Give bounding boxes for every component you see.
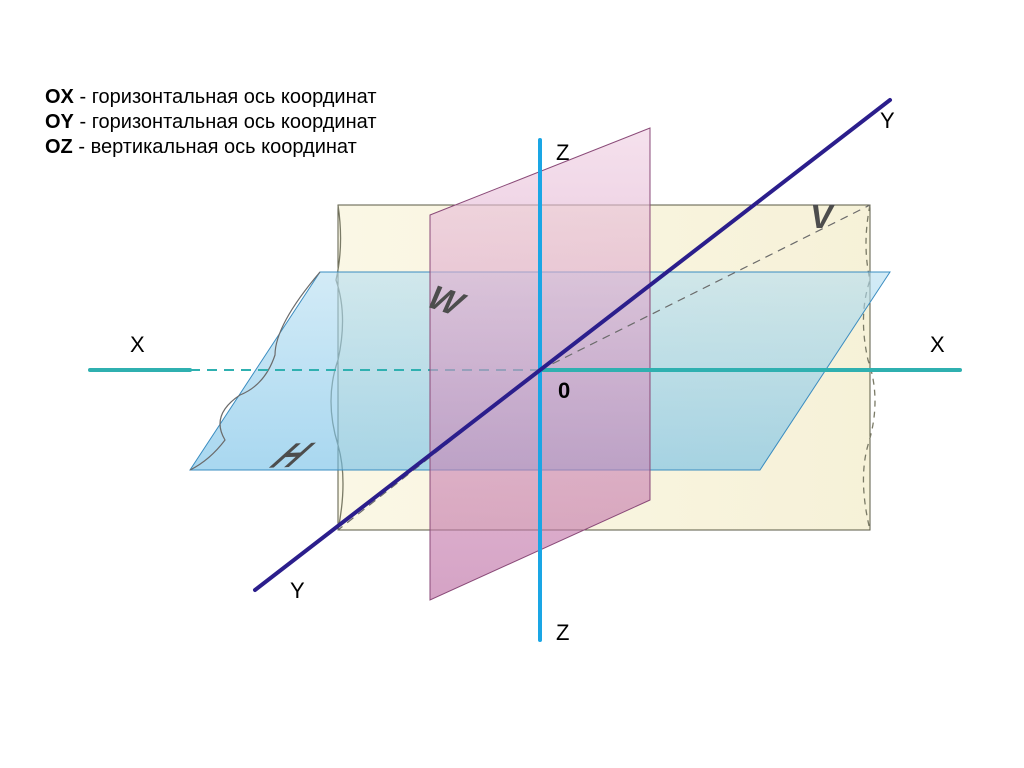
origin-label: 0 — [558, 378, 570, 403]
label-y-top: Y — [880, 108, 895, 133]
plane-label-v: V — [810, 198, 836, 236]
projection-planes-diagram: X X Z Z Y Y 0 V W H — [0, 0, 1024, 768]
label-x-left: X — [130, 332, 145, 357]
label-z-bottom: Z — [556, 620, 569, 645]
label-x-right: X — [930, 332, 945, 357]
label-y-bottom: Y — [290, 578, 305, 603]
label-z-top: Z — [556, 140, 569, 165]
